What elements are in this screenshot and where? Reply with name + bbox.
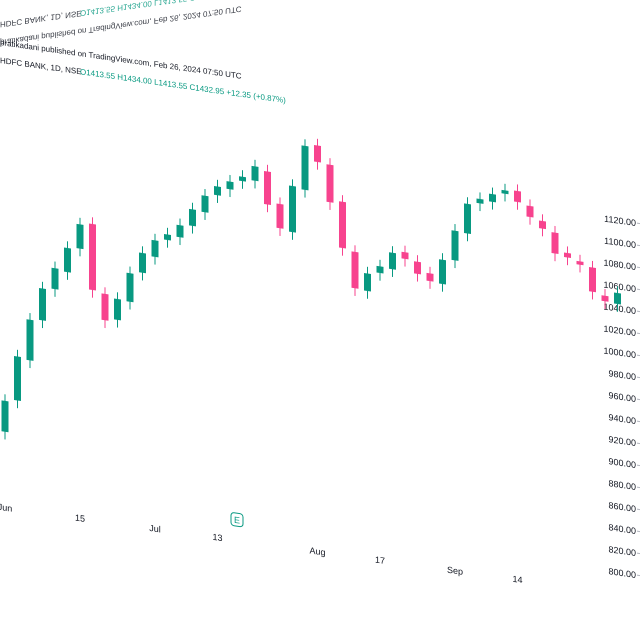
candle-body [226, 181, 234, 190]
x-tick-label: 14 [513, 574, 523, 585]
reflection: pratikadani published on TradingView.com… [0, 0, 286, 47]
y-tick-label: 1060.00 [604, 280, 636, 295]
x-tick-label: 17 [375, 555, 385, 566]
candle-body [539, 220, 546, 230]
candle-body [326, 164, 334, 203]
y-tick-label: 800.00 [609, 566, 636, 580]
x-tick-label: Sep [447, 565, 463, 577]
candle-body [126, 272, 134, 303]
candle-body [464, 203, 471, 235]
candle-body [576, 260, 584, 266]
y-tick-label: 940.00 [609, 412, 636, 426]
candle-body [614, 292, 621, 305]
x-tick-label: 13 [213, 532, 223, 543]
candle-body [39, 287, 46, 321]
candle-body [514, 190, 521, 203]
candle-body [601, 295, 609, 302]
y-tick-label: 1020.00 [604, 324, 636, 339]
candle-body [1, 400, 9, 433]
y-tick-label: 1120.00 [604, 214, 636, 228]
candle-body [564, 252, 571, 258]
candle-body [476, 198, 484, 204]
candle-body [101, 293, 109, 321]
y-tick-label: 980.00 [609, 368, 636, 382]
symbol: HDFC BANK, 1D, NSE [0, 56, 82, 76]
candle-body [426, 272, 434, 282]
candle-body [201, 195, 209, 213]
candle-body [589, 267, 596, 293]
candle-body [239, 176, 246, 182]
candle-body [276, 203, 284, 229]
y-tick-label: 900.00 [609, 456, 636, 470]
y-tick-label: 960.00 [609, 390, 636, 404]
ohlc-legend: O1413.55 H1434.00 L1413.55 C1432.95 +12.… [80, 67, 286, 105]
candle-body [139, 252, 146, 274]
candle-body [151, 239, 159, 258]
y-tick-label: 860.00 [609, 500, 636, 514]
earnings-badge [230, 512, 244, 528]
candle-body [376, 265, 384, 274]
candle-body [51, 267, 59, 290]
x-tick-label: Jun [0, 502, 12, 514]
y-tick-label: 880.00 [609, 478, 636, 492]
candle-body [76, 223, 84, 250]
candle-body [451, 230, 459, 261]
candle-body [301, 145, 309, 191]
candle-body [439, 259, 446, 285]
y-tick-label: 1000.00 [604, 346, 636, 361]
candle-body [164, 233, 171, 241]
candle-body [314, 144, 321, 163]
candle-body [189, 208, 196, 227]
y-tick-label: 840.00 [609, 522, 636, 536]
candle-body [551, 232, 559, 254]
candle-body [526, 205, 534, 218]
y-tick-label: 1080.00 [604, 258, 636, 273]
candle-body [251, 165, 259, 182]
x-tick-label: 15 [75, 513, 85, 524]
candle-body [176, 224, 184, 238]
candle-body [14, 355, 21, 401]
candle-body [214, 185, 221, 196]
candle-body [114, 298, 121, 321]
candle-body [414, 261, 421, 275]
plot-area: pratikadani published on TradingView.com… [0, 38, 640, 585]
y-tick-label: 820.00 [609, 544, 636, 558]
candle-body [489, 193, 496, 203]
y-tick-label: 920.00 [609, 434, 636, 448]
candle-body [64, 247, 71, 273]
candle-body [364, 272, 371, 292]
candle-body [501, 189, 509, 195]
x-tick-label: Aug [310, 545, 326, 557]
candle-body [351, 251, 359, 289]
y-tick-label: 1040.00 [604, 302, 636, 317]
symbol-reflection: HDFC BANK, 1D, NSE [0, 9, 82, 29]
candle-body [401, 251, 409, 260]
candle-body [264, 170, 271, 205]
candle-body [339, 201, 346, 249]
x-tick-label: Jul [149, 523, 160, 535]
y-tick-label: 1100.00 [604, 236, 636, 250]
candle-body [89, 223, 96, 291]
earnings-marker: E [234, 515, 240, 526]
candle-body [389, 252, 396, 270]
candle-body [26, 319, 34, 361]
candle-body [289, 185, 296, 233]
